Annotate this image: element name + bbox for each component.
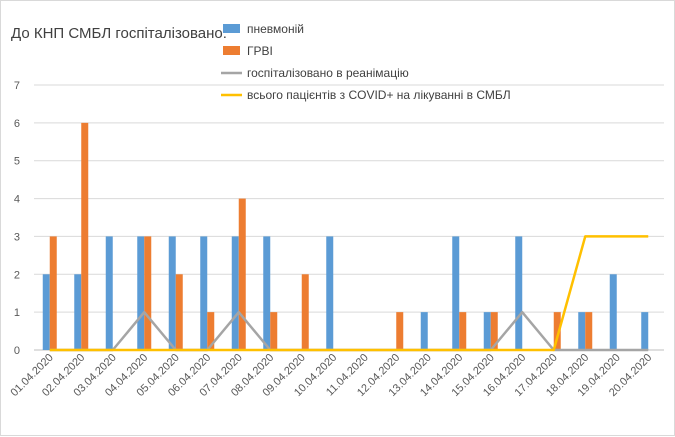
bar-pneumonia (200, 236, 208, 350)
bar-arvi (553, 312, 561, 350)
line-covid-total (49, 235, 649, 352)
bar-pneumonia (263, 236, 271, 350)
bar-pneumonia (483, 312, 491, 350)
legend: пневмоній ГРВІ госпіталізовано в реанімаці… (221, 22, 511, 102)
bar-pneumonia (609, 274, 617, 350)
bar-pneumonia (326, 236, 334, 350)
bar-arvi (81, 122, 89, 350)
y-tick-label: 3 (14, 231, 20, 243)
y-tick-label: 5 (14, 156, 20, 168)
bar-arvi (396, 312, 404, 350)
bar-arvi (490, 312, 498, 350)
bar-arvi (585, 312, 593, 350)
bar-arvi (238, 198, 246, 350)
legend-label: всього пацієнтів з COVID+ на лікуванні в… (247, 88, 511, 102)
bar-pneumonia (515, 236, 523, 350)
bars (42, 122, 649, 350)
y-axis-ticks: 0 1 2 3 4 5 6 7 (14, 80, 20, 357)
bar-arvi (144, 236, 152, 350)
bar-pneumonia (578, 312, 586, 350)
legend-label: ГРВІ (247, 44, 273, 58)
legend-swatch (223, 46, 240, 55)
bar-pneumonia (137, 236, 145, 350)
bar-pneumonia (452, 236, 460, 350)
bar-pneumonia (168, 236, 176, 350)
bar-arvi (49, 236, 57, 350)
y-tick-label: 7 (14, 80, 20, 92)
bar-pneumonia (231, 236, 239, 350)
bar-pneumonia (74, 274, 82, 350)
bar-arvi (207, 312, 215, 350)
bar-arvi (301, 274, 309, 350)
x-axis-ticks: 01.04.202002.04.202003.04.202004.04.2020… (8, 352, 654, 399)
bar-arvi (459, 312, 467, 350)
bar-pneumonia (641, 312, 649, 350)
gridlines (34, 84, 664, 351)
bar-arvi (270, 312, 278, 350)
chart-title: До КНП СМБЛ госпіталізовано: (11, 25, 227, 42)
legend-label: госпіталізовано в реанімацію (247, 66, 409, 80)
y-tick-label: 1 (14, 307, 20, 319)
y-tick-label: 4 (14, 194, 20, 206)
bar-pneumonia (42, 274, 50, 350)
bar-arvi (175, 274, 183, 350)
y-tick-label: 2 (14, 269, 20, 281)
legend-swatch (223, 24, 240, 33)
y-tick-label: 6 (14, 118, 20, 130)
lines (49, 235, 649, 352)
bar-pneumonia (420, 312, 428, 350)
legend-label: пневмоній (247, 22, 304, 36)
y-tick-label: 0 (14, 345, 20, 357)
bar-pneumonia (105, 236, 113, 350)
